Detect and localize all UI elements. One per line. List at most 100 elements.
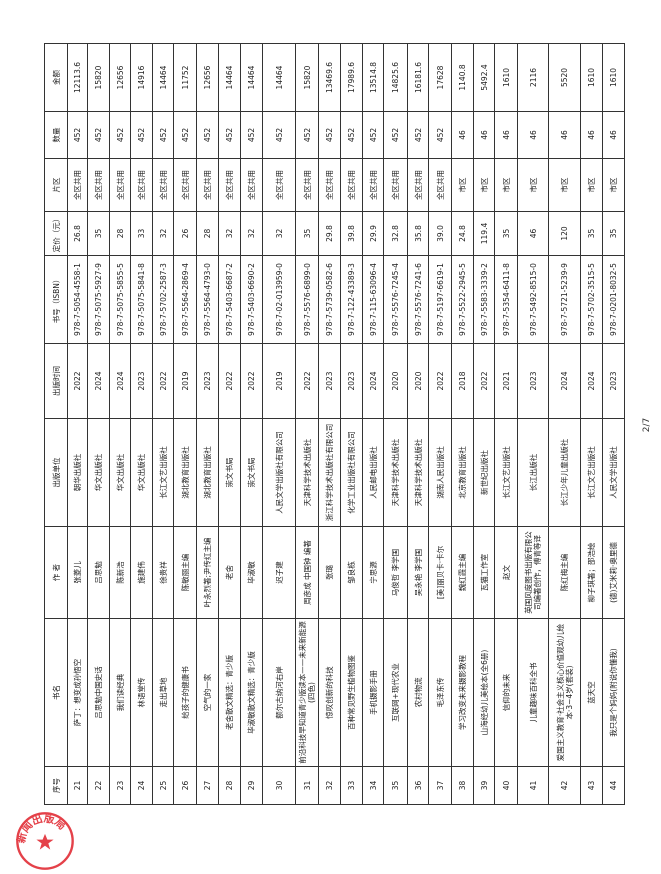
cell-seq: 23	[109, 766, 131, 805]
cell-amount: 14825.6	[383, 43, 408, 112]
cell-seq: 36	[407, 766, 429, 805]
cell-amount: 13514.8	[362, 43, 384, 112]
cell-price: 26	[173, 211, 197, 256]
cell-isbn: 978-7-5739-0582-6	[318, 255, 341, 344]
cell-title: 吕思勉中国史话	[87, 618, 110, 767]
cell-price: 35	[602, 211, 625, 256]
cell-isbn: 978-7-5522-2945-5	[451, 255, 474, 344]
cell-price: 28	[109, 211, 131, 256]
cell-seq: 32	[318, 766, 341, 805]
official-seal-stamp: 新闻出版局	[15, 812, 74, 870]
cell-author: 马俊哲 李学国	[383, 526, 408, 619]
cell-title: 惊叹创新的科技	[318, 618, 341, 767]
cell-isbn: 978-7-5576-6899-0	[295, 255, 319, 344]
cell-title: 老舍散文精选：青少版	[218, 618, 241, 767]
cell-seq: 42	[548, 766, 581, 805]
cell-title: 额尔古纳河右岸	[262, 618, 296, 767]
cell-isbn: 978-7-5197-6619-1	[428, 255, 452, 344]
cell-seq: 28	[218, 766, 241, 805]
cell-title: 学习改变未来摄影教程	[451, 618, 474, 767]
cell-author: 宁思源	[362, 526, 384, 619]
cell-seq: 25	[152, 766, 174, 805]
cell-quantity: 452	[196, 111, 219, 159]
cell-author: 叶永烈著;尹传红主编	[196, 526, 219, 619]
cell-publisher: 新世纪出版社	[473, 418, 495, 527]
table-row: 23 我们读经典 陈新浩 华文出版社 2024 978-7-5075-5855-5 28 全区…	[109, 43, 131, 805]
cell-isbn: 978-7-5564-4793-0	[196, 255, 219, 344]
cell-isbn: 978-7-5054-4558-1	[67, 255, 88, 344]
cell-quantity: 452	[318, 111, 341, 159]
header-region: 片区	[44, 158, 68, 212]
cell-amount: 14464	[152, 43, 174, 112]
cell-publisher: 天津科学技术出版社	[383, 418, 408, 527]
cell-pub-year: 2018	[451, 343, 474, 419]
cell-quantity: 452	[383, 111, 408, 159]
cell-quantity: 452	[109, 111, 131, 159]
cell-pub-year: 2024	[580, 343, 603, 419]
cell-author: 老舍	[218, 526, 241, 619]
cell-publisher: 崇文书局	[218, 418, 241, 527]
cell-quantity: 46	[451, 111, 474, 159]
cell-author: 邹良栋	[340, 526, 363, 619]
cell-seq: 40	[494, 766, 518, 805]
table-row: 41 儿童趣味百科全书 英国风度图书出版有限公司编著创作，傅青等译 长江出版社 2023…	[517, 43, 549, 805]
cell-seq: 41	[517, 766, 549, 805]
cell-title: 农村物流	[407, 618, 429, 767]
cell-quantity: 452	[240, 111, 263, 159]
cell-isbn: 978-7-5576-7241-6	[407, 255, 429, 344]
cell-price: 33	[130, 211, 153, 256]
cell-price: 35	[580, 211, 603, 256]
header-pub-year: 出版时间	[44, 343, 68, 419]
cell-isbn: 978-7-5564-2869-4	[173, 255, 197, 344]
cell-title: 萨丁：想变成孙悟空	[67, 618, 88, 767]
cell-pub-year: 2023	[340, 343, 363, 419]
cell-amount: 15820	[295, 43, 319, 112]
cell-publisher: 长江文艺出版社	[494, 418, 518, 527]
cell-title: 蓝天空	[580, 618, 603, 767]
cell-region: 全区共用	[295, 158, 319, 212]
cell-seq: 30	[262, 766, 296, 805]
cell-isbn: 978-7-0201-8032-5	[602, 255, 625, 344]
cell-publisher: 华文出版社	[130, 418, 153, 527]
cell-isbn: 978-7-5721-5239-9	[548, 255, 581, 344]
cell-quantity: 452	[87, 111, 110, 159]
cell-price: 29.9	[362, 211, 384, 256]
cell-author: 张璐	[318, 526, 341, 619]
cell-title: 走出草地	[152, 618, 174, 767]
cell-amount: 5492.4	[473, 43, 495, 112]
cell-amount: 17989.6	[340, 43, 363, 112]
star-icon	[36, 833, 54, 850]
cell-title: 信仰的未来	[494, 618, 518, 767]
cell-pub-year: 2022	[218, 343, 241, 419]
cell-isbn: 978-7-5354-6411-8	[494, 255, 518, 344]
cell-amount: 1610	[602, 43, 625, 112]
table-row: 40 信仰的未来 赵文 长江文艺出版社 2021 978-7-5354-6411-8 35 市…	[494, 43, 518, 805]
cell-region: 市区	[580, 158, 603, 212]
table-row: 43 蓝天空 柳子琪著；邵浩绘 长江文艺出版社 2024 978-7-5702-3515-…	[580, 43, 603, 805]
cell-pub-year: 2019	[262, 343, 296, 419]
cell-amount: 12113.6	[67, 43, 88, 112]
cell-quantity: 452	[218, 111, 241, 159]
cell-title: 百种常见野生植物图鉴	[340, 618, 363, 767]
table-row: 21 萨丁：想变成孙悟空 张菱儿 朝华出版社 2022 978-7-5054-4558-1…	[67, 43, 88, 805]
table-row: 32 惊叹创新的科技 张璐 浙江科学技术出版社有限公司 2023 978-7-5739-0…	[318, 43, 341, 805]
table-row: 39 山海经幼儿美绘本(全6册) 瓦猫工作室 新世纪出版社 2022 978-7-5583…	[473, 43, 495, 805]
cell-pub-year: 2024	[548, 343, 581, 419]
table-row: 44 我只是个妈妈(附说你懂我) (德)艾米莉·奥里德 人民文学出版社 2023 978-…	[602, 43, 625, 805]
cell-quantity: 46	[517, 111, 549, 159]
cell-seq: 43	[580, 766, 603, 805]
cell-region: 全区共用	[428, 158, 452, 212]
table-row: 33 百种常见野生植物图鉴 邹良栋 化学工业出版社有限公司 2023 978-7-122-…	[340, 43, 363, 805]
cell-amount: 15820	[87, 43, 110, 112]
cell-amount: 14464	[262, 43, 296, 112]
cell-region: 全区共用	[67, 158, 88, 212]
cell-publisher: 朝华出版社	[67, 418, 88, 527]
book-list-table: 序号 书名作 者出版单位 出版时间 书号（ISBN） 定价（元） 片区 数量 金额 21 萨丁：…	[44, 43, 625, 805]
cell-seq: 27	[196, 766, 219, 805]
cell-region: 全区共用	[152, 158, 174, 212]
cell-price: 32	[152, 211, 174, 256]
cell-seq: 26	[173, 766, 197, 805]
cell-seq: 34	[362, 766, 384, 805]
cell-author: 柳子琪著；邵浩绘	[580, 526, 603, 619]
table-row: 28 老舍散文精选：青少版 老舍 崇文书局 2022 978-7-5403-6687-2 3…	[218, 43, 241, 805]
